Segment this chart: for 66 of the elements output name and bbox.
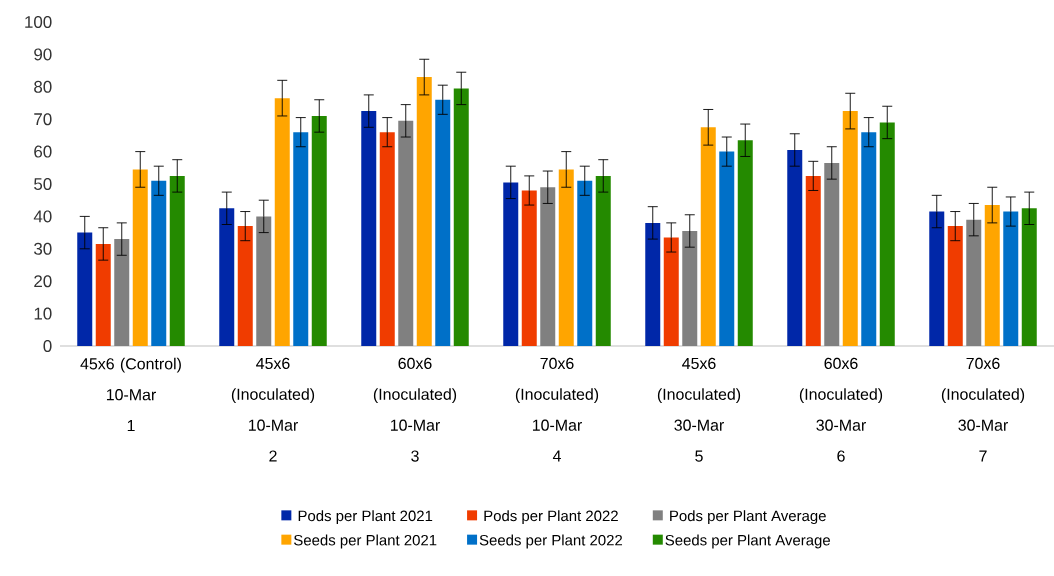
bar	[558, 169, 574, 346]
category-label: 70x6 (Inoculated) 10-Mar 4	[515, 357, 599, 462]
bar	[879, 122, 895, 346]
y-tick-label: 50	[34, 178, 52, 190]
bar	[361, 111, 377, 346]
bar	[787, 149, 803, 346]
category-label: 70x6 (Inoculated) 30-Mar 7	[941, 357, 1025, 462]
bar	[114, 239, 130, 346]
bar	[219, 208, 235, 346]
bar	[842, 111, 858, 346]
bar	[663, 237, 679, 346]
bar	[966, 219, 982, 346]
bar	[256, 216, 272, 346]
bar	[737, 140, 753, 346]
bar	[1021, 208, 1037, 346]
bar	[274, 98, 290, 346]
bar	[861, 132, 877, 346]
legend-label: Seeds per Plant 2021	[294, 534, 437, 549]
bar	[379, 132, 395, 346]
bar	[805, 175, 821, 346]
y-tick-label: 30	[34, 242, 52, 255]
y-tick-label: 80	[34, 80, 52, 93]
category-label: 60x6 (Inoculated) 30-Mar 6	[799, 357, 883, 462]
y-tick-label: 10	[34, 307, 52, 320]
y-tick-label: 20	[34, 275, 52, 288]
bar	[398, 120, 414, 346]
bar	[151, 180, 167, 346]
category-label: 45x6 (Inoculated) 10-Mar 2	[231, 357, 315, 462]
legend-label: Seeds per Plant Average	[665, 534, 830, 549]
y-tick-label: 40	[33, 210, 52, 223]
bar	[1003, 211, 1019, 346]
category-label: 45x6 (Control) 10-Mar 1	[80, 357, 181, 432]
bar	[682, 230, 698, 346]
legend-label: Pods per Plant Average	[670, 510, 826, 525]
legend-label: Pods per Plant 2021	[298, 510, 433, 525]
bar	[311, 115, 327, 346]
bar	[77, 232, 93, 346]
bar	[416, 77, 432, 346]
y-tick-label: 90	[34, 48, 52, 61]
bar	[540, 187, 556, 346]
bar	[984, 205, 1000, 346]
category-label: 45x6 (Inoculated) 30-Mar 5	[657, 357, 741, 462]
y-tick-label: 70	[34, 113, 52, 126]
bar	[595, 175, 611, 346]
bar	[453, 88, 469, 346]
bar	[719, 151, 735, 346]
bar	[929, 211, 945, 346]
bar	[521, 190, 537, 346]
y-tick-label: 60	[34, 145, 52, 158]
bar	[435, 99, 451, 346]
bar	[645, 222, 661, 346]
bar	[577, 180, 593, 346]
bar	[947, 226, 963, 346]
category-label: 60x6 (Inoculated) 10-Mar 3	[373, 357, 457, 462]
bar	[237, 226, 253, 346]
bar	[132, 169, 148, 346]
bar	[824, 162, 840, 346]
bar	[293, 132, 309, 346]
bar	[95, 243, 111, 346]
y-tick-label: 100	[25, 16, 52, 28]
y-tick-label: 0	[43, 340, 52, 352]
bar	[503, 182, 519, 346]
legend-label: Seeds per Plant 2022	[479, 534, 623, 549]
bar	[169, 175, 185, 346]
legend-label: Pods per Plant 2022	[484, 510, 618, 525]
bar	[700, 127, 716, 346]
